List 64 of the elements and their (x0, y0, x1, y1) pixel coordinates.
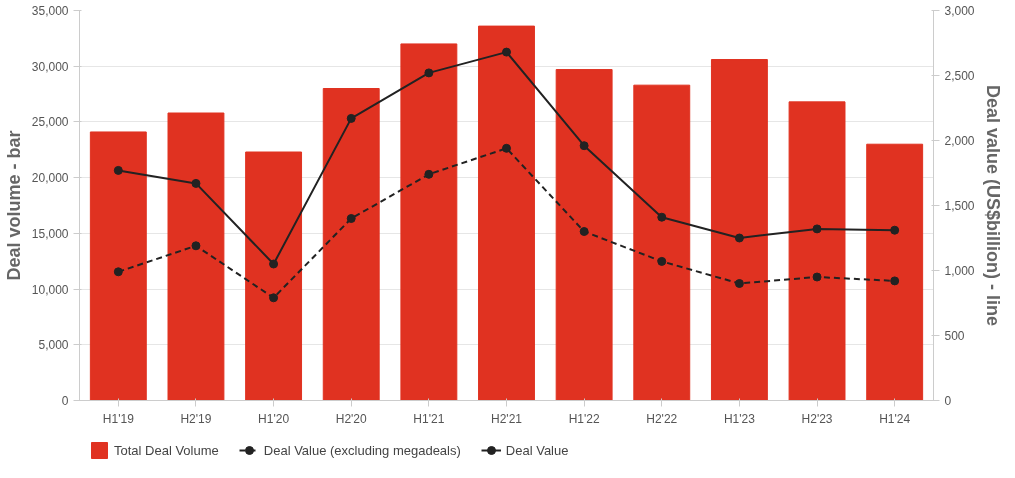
bar (89, 131, 147, 401)
y2-tick-label: 2,500 (944, 69, 975, 83)
bar (322, 88, 380, 401)
point (734, 279, 744, 288)
y2-tick-label: 0 (944, 394, 952, 408)
y-tick-label: 25,000 (31, 115, 69, 130)
legend-label: Total Deal Volume (114, 442, 219, 458)
legend-label: Deal Value (505, 442, 569, 458)
x-tick-label: H2'20 (335, 411, 368, 426)
bar (788, 101, 846, 401)
point (269, 293, 279, 303)
point (269, 259, 279, 269)
point (191, 241, 201, 251)
point (346, 113, 356, 123)
x-tick-label: H1'19 (102, 411, 135, 426)
bar (167, 112, 225, 401)
point (113, 267, 123, 277)
point (424, 169, 434, 179)
y-tick-label: 30,000 (31, 59, 69, 74)
y2-tick-label: 500 (944, 329, 965, 343)
point (502, 143, 511, 153)
bar (478, 25, 535, 401)
y-axis-title: Deal volume - bar (3, 130, 24, 281)
point (424, 68, 434, 78)
bar (245, 151, 303, 401)
x-tick-label: H1'23 (723, 411, 756, 426)
y-tick-label: 5,000 (38, 338, 69, 353)
y2-tick-label: 1,000 (944, 264, 975, 278)
y-tick-label: 10,000 (31, 282, 69, 297)
x-tick-label: H2'22 (646, 411, 678, 426)
x-tick-label: H2'19 (180, 411, 212, 426)
bar (400, 43, 458, 401)
x-tick-label: H1'20 (258, 411, 290, 426)
x-tick-label: H1'21 (413, 411, 445, 426)
y-tick-label: 20,000 (31, 171, 69, 186)
point (812, 272, 822, 282)
point (113, 165, 123, 175)
point (502, 47, 511, 57)
x-tick-label: H2'21 (491, 411, 523, 426)
point (657, 256, 667, 266)
y-tick-label: 0 (61, 394, 69, 408)
point (812, 224, 822, 234)
point (191, 178, 201, 188)
legend-label: Deal Value (excluding megadeals) (263, 442, 461, 458)
point (579, 141, 589, 151)
x-tick-label: H1'22 (568, 411, 600, 426)
point (657, 212, 667, 222)
y2-tick-label: 1,500 (944, 199, 975, 213)
bar (555, 69, 613, 401)
x-tick-label: H1'24 (879, 411, 911, 426)
bar (633, 84, 691, 401)
y-tick-label: 15,000 (31, 226, 69, 241)
x-tick-label: H2'23 (801, 411, 833, 426)
point (346, 214, 356, 223)
y2-tick-label: 2,000 (944, 134, 975, 148)
point (734, 233, 744, 243)
point (890, 276, 900, 286)
y2-axis-title: Deal value (US$billion) - line (982, 84, 1003, 327)
point (890, 225, 900, 235)
y2-tick-label: 3,000 (944, 4, 975, 18)
bar (866, 143, 924, 401)
y-tick-label: 35,000 (31, 4, 69, 18)
point (579, 227, 589, 236)
bar (710, 59, 768, 401)
